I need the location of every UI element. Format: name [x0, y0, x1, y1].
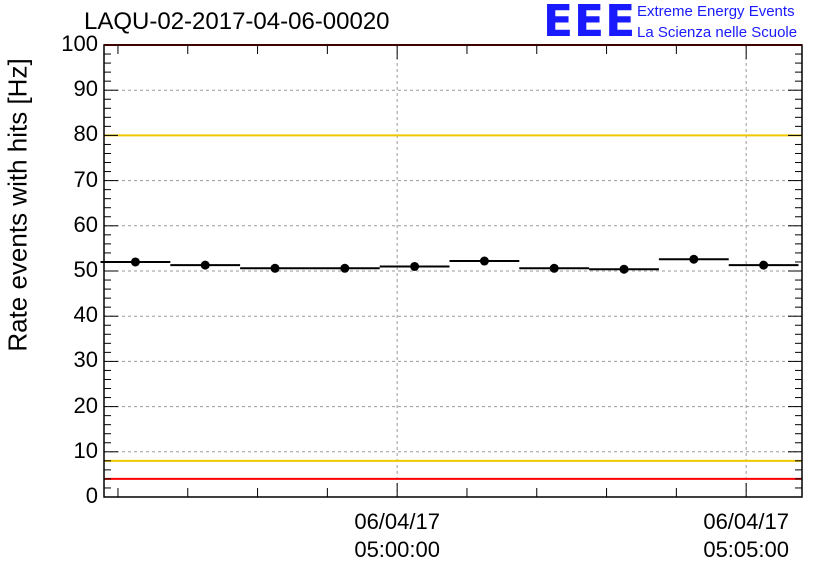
data-point-1: [130, 257, 140, 267]
data-point-7: [549, 263, 559, 273]
data-point-4: [340, 263, 350, 273]
chart-title: LAQU-02-2017-04-06-00020: [84, 8, 390, 35]
y-tick-label: 80: [73, 121, 98, 147]
x-tick-label: 06/04/17 05:00:00: [327, 508, 467, 564]
y-tick-label: 90: [73, 76, 98, 102]
eee-logo: EEE: [543, 0, 637, 47]
data-point-3: [270, 263, 280, 273]
y-tick-label: 10: [73, 437, 98, 463]
data-point-2: [200, 260, 210, 270]
data-point-6: [479, 256, 489, 266]
data-point-9: [689, 254, 699, 264]
data-point-5: [410, 261, 420, 271]
x-tick-date: 06/04/17: [703, 509, 789, 534]
x-tick-time: 05:00:00: [354, 537, 440, 562]
x-tick-label: 06/04/17 05:05:00: [676, 508, 816, 564]
y-axis-label: Rate events with hits [Hz]: [2, 58, 33, 352]
y-tick-label: 0: [85, 483, 98, 508]
data-point-8: [619, 264, 629, 274]
y-tick-label: 20: [73, 392, 98, 418]
x-tick-time: 05:05:00: [703, 537, 789, 562]
y-tick-label: 50: [73, 257, 98, 282]
logo-line-1: Extreme Energy Events: [637, 3, 795, 20]
y-tick-label: 60: [73, 211, 98, 237]
x-tick-date: 06/04/17: [354, 509, 440, 534]
y-tick-label: 40: [73, 302, 98, 328]
y-tick-label: 100: [61, 31, 98, 56]
y-tick-label: 30: [73, 347, 98, 373]
data-point-10: [759, 260, 769, 270]
y-tick-label: 70: [73, 166, 98, 192]
logo-line-2: La Scienza nelle Scuole: [637, 24, 798, 41]
